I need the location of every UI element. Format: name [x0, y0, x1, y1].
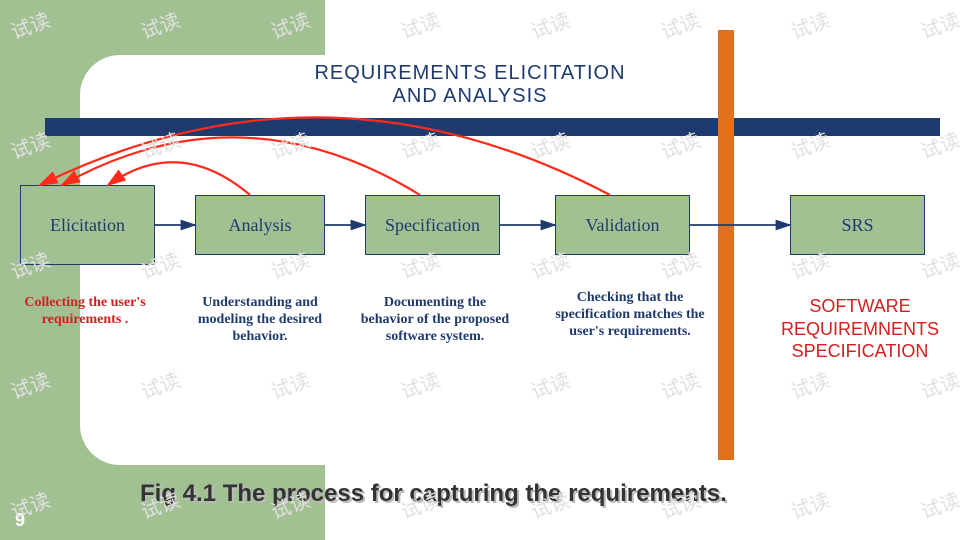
box-label: Validation [586, 215, 660, 236]
box-analysis: Analysis [195, 195, 325, 255]
figure-caption: Fig 4.1 The process for capturing the re… [140, 480, 727, 509]
left-band [0, 0, 65, 540]
box-label: Specification [385, 215, 480, 236]
box-label: Elicitation [50, 215, 125, 236]
box-elicitation: Elicitation [20, 185, 155, 265]
figure-caption-text: Fig 4.1 The process for capturing the re… [140, 480, 727, 507]
slide-number: 9 [15, 510, 25, 531]
srs-expansion: SOFTWARE REQUIREMNENTS SPECIFICATION [760, 295, 960, 363]
caption-validation: Checking that the specification matches … [555, 290, 705, 340]
box-label: Analysis [229, 215, 292, 236]
box-specification: Specification [365, 195, 500, 255]
title-l2: AND ANALYSIS [392, 85, 547, 107]
diagram-title: REQUIREMENTS ELICITATION AND ANALYSIS [220, 62, 720, 108]
caption-analysis: Understanding and modeling the desired b… [185, 295, 335, 345]
title-l1: REQUIREMENTS ELICITATION [314, 62, 625, 84]
caption-elicitation: Collecting the user's requirements . [10, 295, 160, 329]
orange-vertical-bar [718, 30, 734, 460]
caption-specification: Documenting the behavior of the proposed… [360, 295, 510, 345]
blue-horizontal-bar [45, 118, 940, 136]
box-label: SRS [841, 215, 873, 236]
content-card [80, 55, 950, 465]
box-validation: Validation [555, 195, 690, 255]
box-srs: SRS [790, 195, 925, 255]
